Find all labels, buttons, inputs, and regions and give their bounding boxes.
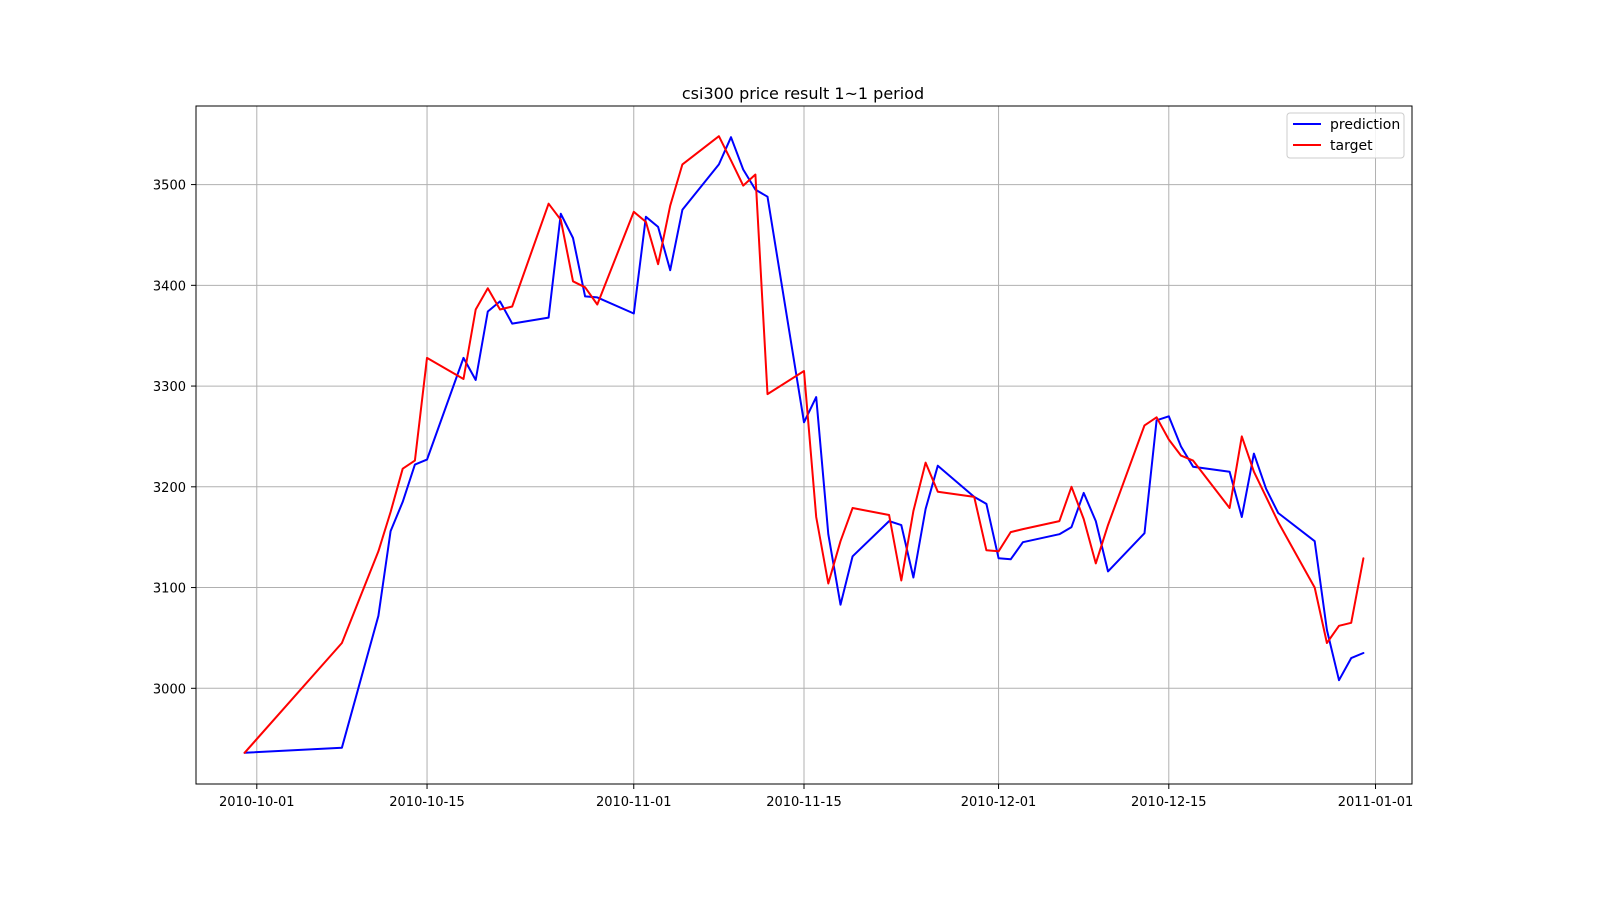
x-tick-label: 2010-10-15: [389, 795, 465, 810]
legend-label-prediction: prediction: [1330, 117, 1400, 133]
x-tick-label: 2010-11-15: [766, 795, 842, 810]
x-tick-label: 2010-10-01: [219, 795, 295, 810]
x-tick-label: 2010-12-15: [1131, 795, 1207, 810]
y-tick-label: 3500: [153, 179, 186, 194]
x-tick-label: 2011-01-01: [1338, 795, 1414, 810]
y-axis: 3000 3100 3200 3300 3400 3500: [153, 179, 196, 697]
series-line-prediction: [243, 136, 1365, 754]
x-tick-label: 2010-11-01: [596, 795, 672, 810]
y-tick-label: 3200: [153, 481, 186, 496]
x-tick-label: 2010-12-01: [961, 795, 1037, 810]
legend-label-target: target: [1330, 138, 1373, 154]
y-tick-label: 3300: [153, 380, 186, 395]
series-lines: [243, 135, 1365, 754]
chart-title: csi300 price result 1~1 period: [682, 84, 924, 103]
y-tick-label: 3400: [153, 279, 186, 294]
series-line-target: [243, 135, 1365, 754]
legend: prediction target: [1286, 112, 1405, 159]
x-axis: 2010-10-01 2010-10-15 2010-11-01 2010-11-15…: [219, 784, 1413, 810]
y-tick-label: 3000: [153, 682, 186, 697]
grid: [196, 106, 1412, 784]
y-tick-label: 3100: [153, 582, 186, 597]
